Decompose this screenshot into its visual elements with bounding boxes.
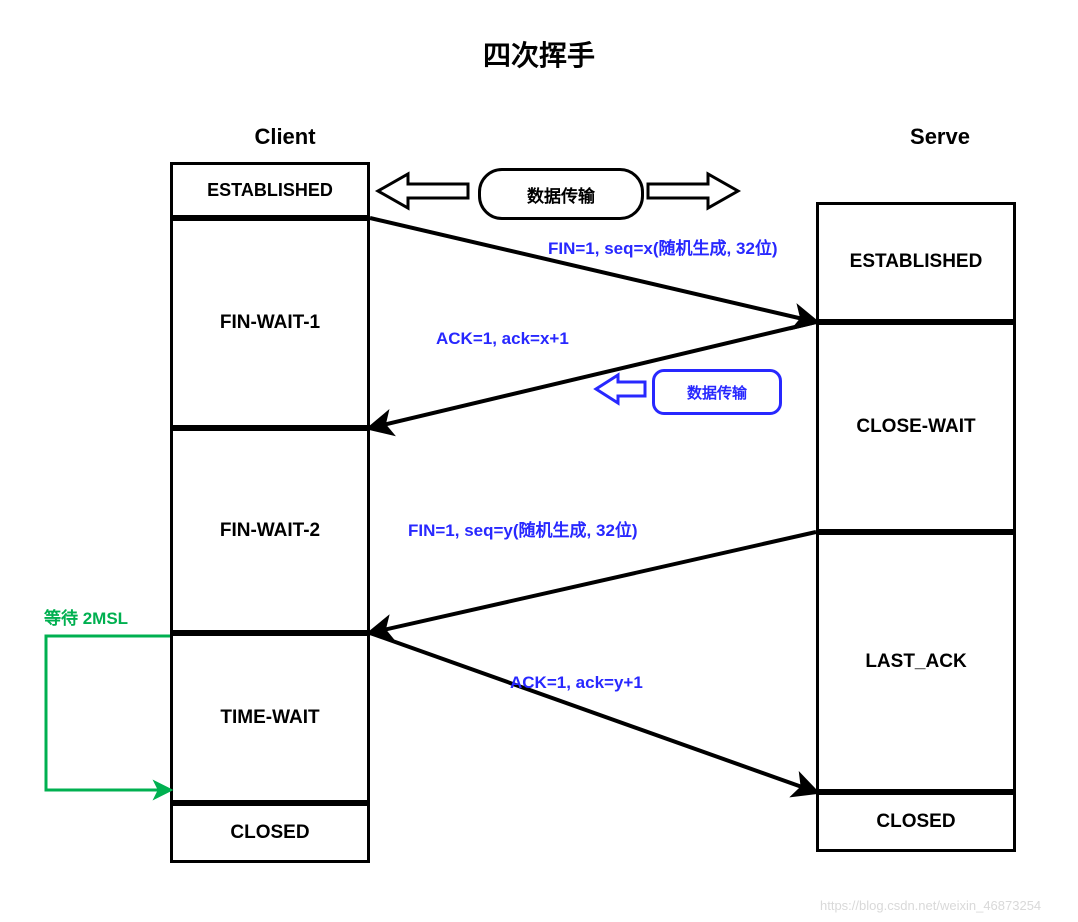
arrows-layer: [0, 0, 1078, 922]
label-ack1: ACK=1, ack=x+1: [436, 324, 696, 355]
label-2msl: 等待 2MSL: [44, 604, 128, 635]
arrow-fin2: [370, 532, 816, 633]
banner-left-arrow-icon: [378, 174, 468, 208]
watermark: https://blog.csdn.net/weixin_46873254: [820, 898, 1041, 913]
msl-bracket: [46, 636, 170, 790]
arrow-ack2: [370, 633, 816, 792]
diagram-canvas: 四次挥手 Client Serve ESTABLISHED FIN-WAIT-1…: [0, 0, 1078, 922]
label-ack2: ACK=1, ack=y+1: [510, 668, 770, 699]
label-fin1: FIN=1, seq=x(随机生成, 32位): [548, 234, 808, 265]
label-fin2: FIN=1, seq=y(随机生成, 32位): [408, 516, 708, 547]
data-transfer-banner-blue: 数据传输: [652, 369, 782, 415]
blue-banner-left-arrow-icon: [596, 375, 645, 403]
data-transfer-banner: 数据传输: [478, 168, 644, 220]
banner-right-arrow-icon: [648, 174, 738, 208]
